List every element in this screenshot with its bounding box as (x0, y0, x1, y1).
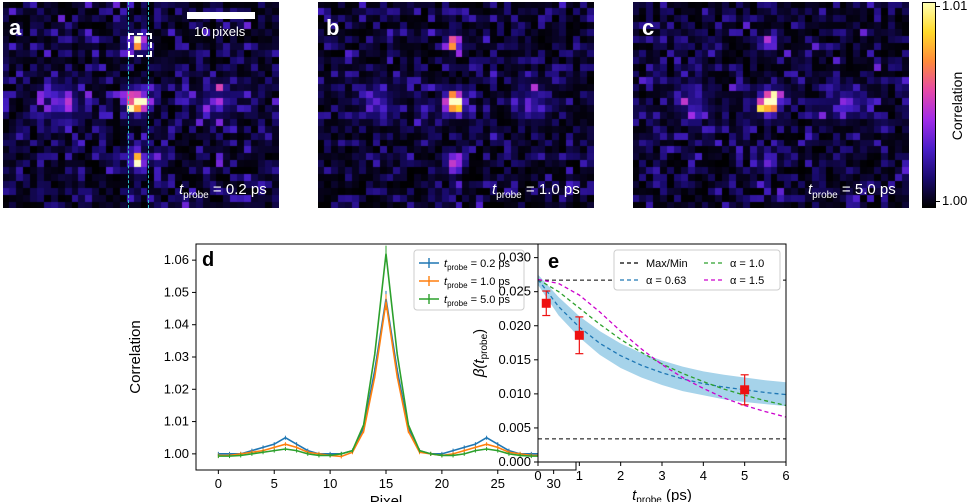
tprobe-a-t: t (179, 181, 184, 198)
chart-d-xtick-label: 10 (323, 476, 337, 491)
chart-d-ytick-label: 1.03 (164, 349, 189, 364)
chart-e-ytick-label: 0.025 (498, 284, 531, 299)
chart-d-xtick-label: 25 (491, 476, 505, 491)
chart-e-ytick-label: 0.020 (498, 318, 531, 333)
chart-e-data-point (541, 298, 551, 308)
tprobe-c-sub: probe (812, 190, 838, 201)
chart-e-data-point (574, 330, 584, 340)
panel-a-dashed-line-right (148, 2, 149, 208)
chart-d-ytick-label: 1.04 (164, 317, 189, 332)
heatmap-panel-a (3, 2, 279, 208)
chart-e-xtick-label: 3 (658, 468, 665, 483)
chart-d-ytick-label: 1.02 (164, 381, 189, 396)
chart-d-legend-label-2: tprobe = 5.0 ps (444, 294, 511, 308)
chart-d-ytick-label: 1.01 (164, 414, 189, 429)
chart-d-xtick-label: 5 (271, 476, 278, 491)
tprobe-label-b: tprobe = 1.0 ps (492, 181, 580, 201)
tprobe-b-t: t (492, 181, 497, 198)
tprobe-label-c: tprobe = 5.0 ps (808, 181, 896, 201)
panel-label-a: a (9, 15, 22, 40)
chart-d-xtick-label: 0 (215, 476, 222, 491)
chart-e-legend-label-2: α = 0.63 (646, 275, 686, 287)
tprobe-b-sub: probe (496, 190, 522, 201)
scalebar-label: 10 pixels (194, 24, 246, 39)
chart-e-ytick-label: 0.010 (498, 386, 531, 401)
chart-e-legend (613, 249, 781, 291)
chart-d-legend (413, 249, 525, 311)
scalebar (187, 12, 255, 19)
chart-e-xlabel: tprobe (ps) (632, 487, 692, 502)
tprobe-a-sub: probe (183, 190, 209, 201)
chart-e-xtick-label: 0 (534, 468, 541, 483)
panel-label-b: b (326, 15, 340, 40)
heatmap-panel-c (633, 2, 909, 208)
colorbar-tick-bottom (936, 201, 940, 202)
tprobe-a-value: = 0.2 ps (212, 181, 267, 198)
tprobe-c-value: = 5.0 ps (841, 181, 896, 198)
chart-e-xtick-label: 4 (700, 468, 707, 483)
chart-e: 0 1 2 3 4 5 6 0.000 0.005 0.010 0.015 0.020 0.025 0.0… (471, 243, 790, 502)
chart-d-legend-label-0: tprobe = 0.2 ps (444, 258, 511, 272)
chart-e-panel-label: e (548, 251, 559, 273)
colorbar-tick-label-top: 1.01 (942, 0, 968, 13)
chart-d-ytick-label: 1.05 (164, 284, 189, 299)
chart-e-xtick-label: 5 (741, 468, 748, 483)
panel-a-dashed-line-left (128, 2, 129, 208)
chart-e-ytick-label: 0.005 (498, 420, 531, 435)
chart-e-ylabel: β(tprobe) (471, 329, 490, 378)
chart-e-ytick-label: 0.000 (498, 454, 531, 469)
chart-d-panel-label: d (202, 249, 214, 271)
chart-d-ytick-label: 1.06 (164, 252, 189, 267)
tprobe-c-t: t (808, 181, 813, 198)
tprobe-label-a: tprobe = 0.2 ps (179, 181, 267, 201)
panel-a-selection-box (128, 33, 152, 57)
colorbar (922, 2, 936, 208)
chart-e-xtick-label: 2 (617, 468, 624, 483)
tprobe-b-value: = 1.0 ps (525, 181, 580, 198)
chart-e-xtick-label: 1 (576, 468, 583, 483)
panel-label-c: c (642, 15, 655, 40)
heatmap-c-canvas (633, 2, 909, 208)
heatmap-a-canvas (3, 2, 279, 208)
chart-d-ylabel: Correlation (127, 320, 144, 393)
chart-d-legend-label-1: tprobe = 1.0 ps (444, 276, 511, 290)
chart-e-confidence-band (538, 274, 786, 407)
chart-d-xtick-label: 15 (379, 476, 393, 491)
heatmap-b-canvas (318, 2, 594, 208)
chart-d-xtick-label: 20 (435, 476, 449, 491)
chart-d-ytick-label: 1.00 (164, 446, 189, 461)
colorbar-label: Correlation (949, 71, 965, 141)
colorbar-tick-label-bottom: 1.00 (942, 193, 968, 208)
chart-e-xtick-label: 6 (782, 468, 789, 483)
chart-e-legend-label-0: Max/Min (646, 258, 688, 270)
chart-e-data-point (740, 385, 750, 395)
chart-e-legend-label-1: α = 1.0 (730, 258, 764, 270)
colorbar-tick-top (936, 6, 940, 7)
chart-e-ytick-label: 0.015 (498, 352, 531, 367)
chart-e-legend-label-3: α = 1.5 (730, 275, 764, 287)
chart-d-xtick-label: 30 (546, 476, 560, 491)
chart-e-ytick-label: 0.030 (498, 250, 531, 265)
heatmap-panel-b (318, 2, 594, 208)
chart-d-xlabel: Pixel (370, 493, 403, 502)
chart-e-curve-2 (537, 278, 787, 418)
